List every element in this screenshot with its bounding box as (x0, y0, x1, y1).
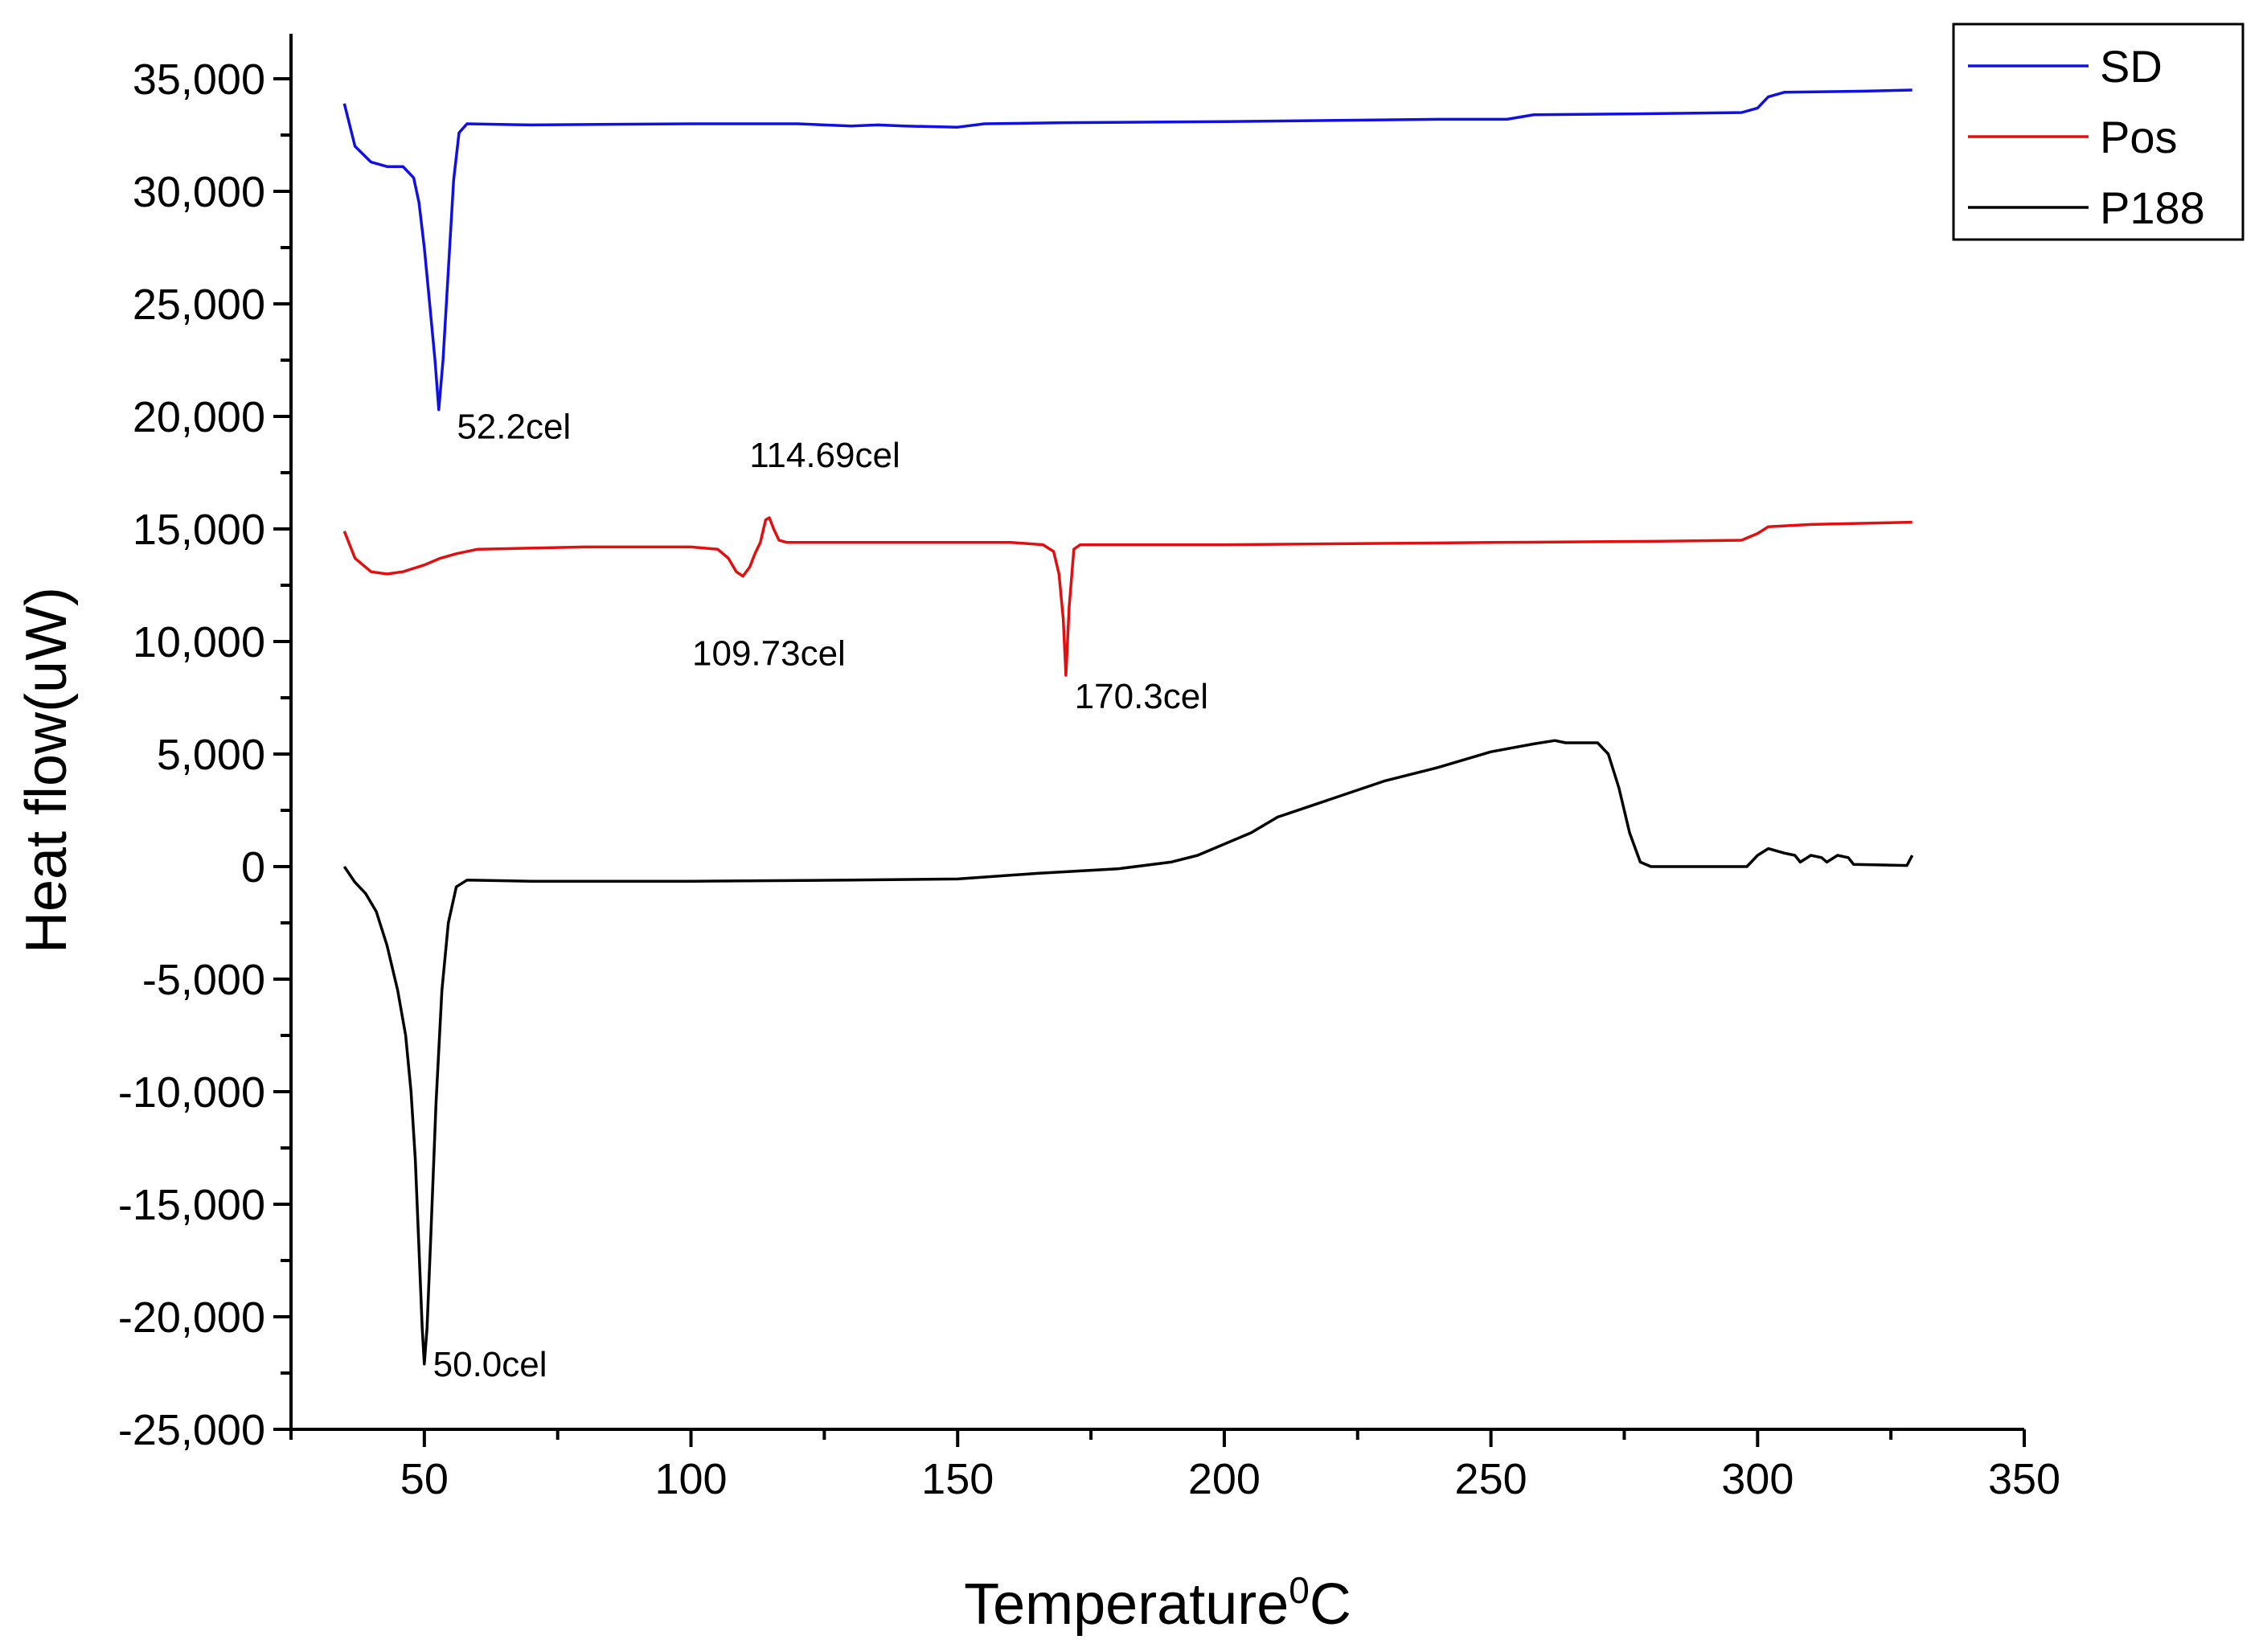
legend-label-sd: SD (2100, 41, 2163, 92)
axes-layer (289, 34, 2024, 1431)
peak-label: 52.2cel (457, 407, 571, 446)
peak-label: 109.73cel (692, 633, 846, 673)
y-tick-label: 15,000 (133, 506, 265, 554)
x-tick-label: 200 (1188, 1455, 1261, 1503)
x-tick-label: 150 (921, 1455, 994, 1503)
x-axis-title-unit: C (1310, 1572, 1351, 1637)
annotations-layer: 52.2cel 114.69cel 109.73cel 170.3cel 50.0cel (433, 407, 1208, 1383)
y-tick-label: 0 (241, 843, 265, 892)
x-ticks: 50 100 150 200 250 300 350 (289, 1429, 2060, 1503)
y-ticks: -25,000 -20,000 -15,000 -10,000 -5,000 0 5,000… (118, 55, 291, 1454)
legend-label-p188: P188 (2100, 182, 2205, 233)
legend-label-pos: Pos (2100, 112, 2178, 162)
x-tick-label: 300 (1721, 1455, 1794, 1503)
peak-label: 114.69cel (749, 436, 900, 475)
series-line-pos (342, 516, 1912, 677)
y-tick-label: -10,000 (118, 1068, 265, 1117)
peak-label: 50.0cel (433, 1345, 547, 1384)
x-axis-title: Temperature0C (964, 1569, 1351, 1637)
y-tick-label: -20,000 (118, 1293, 265, 1342)
series-line-p188 (342, 739, 1914, 1366)
legend: SD Pos P188 (1952, 23, 2245, 241)
series-line-sd (342, 88, 1912, 412)
y-tick-label: 30,000 (133, 168, 265, 216)
y-tick-label: 25,000 (133, 281, 265, 329)
x-axis-title-main: Temperature (964, 1572, 1289, 1637)
y-tick-label: 10,000 (133, 618, 265, 666)
series-layer (342, 88, 1914, 1366)
y-tick-label: -15,000 (118, 1181, 265, 1229)
y-tick-label: -25,000 (118, 1406, 265, 1454)
x-tick-label: 350 (1988, 1455, 2060, 1503)
y-tick-label: -5,000 (142, 956, 265, 1004)
legend-box (1952, 23, 2245, 241)
x-axis-title-superscript: 0 (1289, 1569, 1310, 1611)
x-tick-label: 50 (400, 1455, 449, 1503)
x-tick-label: 100 (654, 1455, 727, 1503)
y-tick-label: 5,000 (157, 731, 265, 779)
peak-label: 170.3cel (1075, 677, 1208, 716)
y-axis-title: Heat flow(uW) (14, 587, 79, 953)
y-tick-label: 35,000 (133, 55, 265, 104)
y-tick-label: 20,000 (133, 393, 265, 441)
x-tick-label: 250 (1455, 1455, 1527, 1503)
